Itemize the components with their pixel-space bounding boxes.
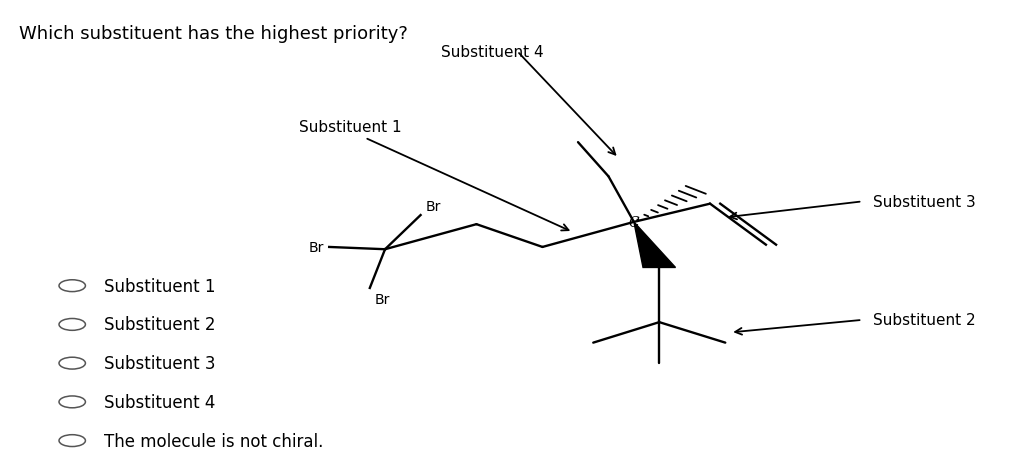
Text: Substituent 3: Substituent 3 — [872, 194, 975, 209]
Text: Br: Br — [375, 292, 390, 306]
Text: Substituent 1: Substituent 1 — [103, 277, 215, 295]
Polygon shape — [634, 222, 676, 268]
Text: Substituent 3: Substituent 3 — [103, 354, 215, 372]
Text: Substituent 2: Substituent 2 — [872, 313, 975, 328]
Text: Substituent 2: Substituent 2 — [103, 316, 215, 334]
Text: Substituent 4: Substituent 4 — [103, 393, 215, 411]
Text: The molecule is not chiral.: The molecule is not chiral. — [103, 432, 324, 450]
Text: C: C — [629, 215, 639, 229]
Text: Substituent 1: Substituent 1 — [299, 119, 401, 134]
Text: Br: Br — [308, 240, 325, 254]
Text: Which substituent has the highest priority?: Which substituent has the highest priori… — [19, 25, 409, 43]
Text: Br: Br — [426, 200, 441, 213]
Text: Substituent 4: Substituent 4 — [441, 44, 544, 59]
